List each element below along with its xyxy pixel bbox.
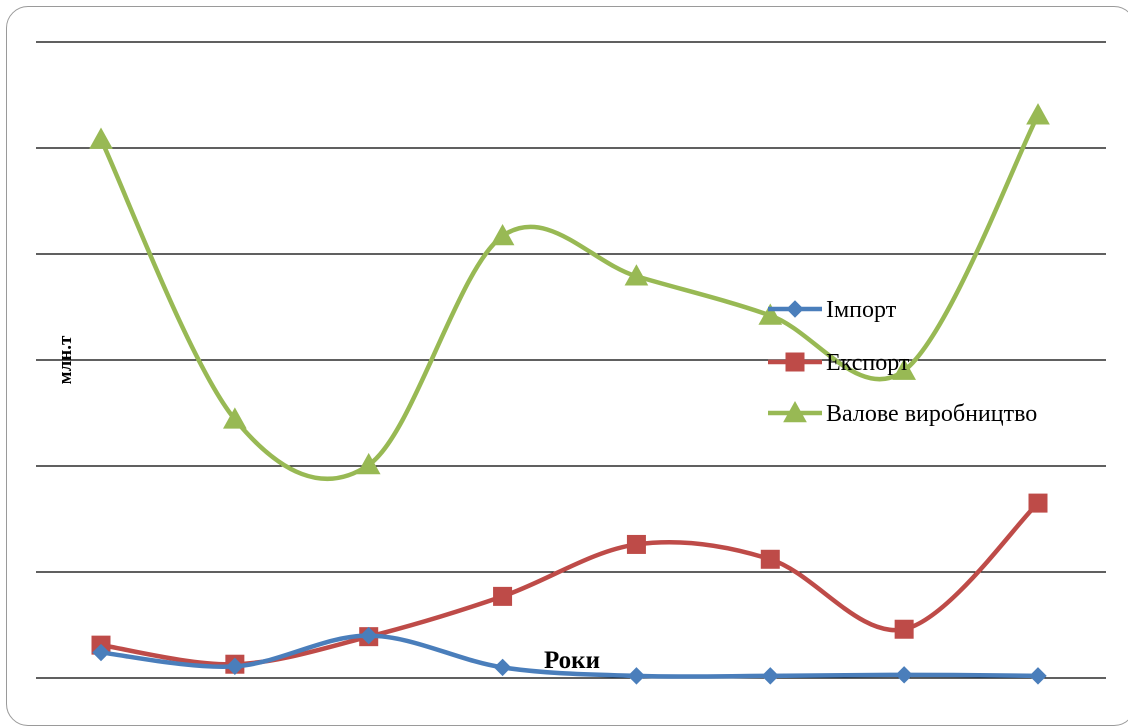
series-1 [92,626,1047,685]
series-line [98,633,1041,679]
legend-label: Імпорт [826,297,897,323]
legend-label: Експорт [826,350,910,376]
y-axis-label: млн.т [55,335,76,384]
data-point [226,657,244,676]
data-point [627,667,646,685]
series-layer [89,103,1050,685]
x-axis-label: Роки [544,647,600,674]
data-point [761,667,779,685]
series-3 [89,103,1050,482]
data-point [89,127,113,149]
legend: Імпорт Експорт Валове виробництво [768,297,1037,427]
legend-swatch-marker [783,400,807,423]
data-point [223,407,247,429]
data-point [1026,103,1050,125]
data-point [626,534,646,554]
data-point [894,619,914,639]
legend-item: Імпорт [768,297,897,323]
legend-item: Експорт [768,350,910,376]
data-point [758,303,783,325]
gridlines [36,41,1106,679]
data-point [356,452,381,475]
chart: млн.т Роки Імпорт Експорт Валове виробницт… [36,41,1106,685]
data-point [760,549,780,569]
data-point [493,586,513,606]
legend-swatch-marker [785,352,805,372]
legend-swatch-marker [786,300,804,318]
data-point [360,626,378,645]
data-point [895,666,913,684]
data-point [1029,667,1047,685]
data-point [1028,493,1048,513]
data-point [892,358,916,380]
data-point [92,643,110,662]
legend-item: Валове виробництво [768,400,1037,427]
data-point [624,264,649,286]
series-line [98,500,1041,667]
data-point [490,223,515,246]
data-point [493,658,512,677]
legend-label: Валове виробництво [826,401,1037,427]
